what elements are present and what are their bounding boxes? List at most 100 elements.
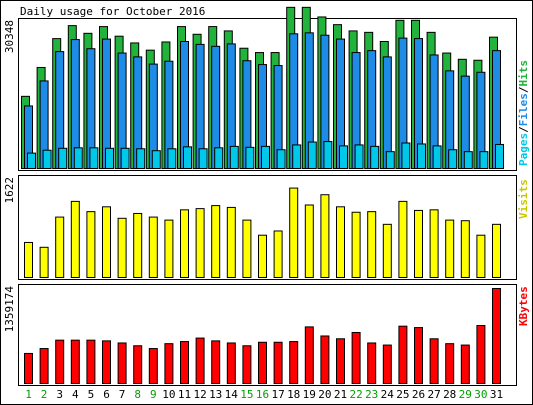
pages-bar	[401, 142, 411, 170]
kbytes-bar	[117, 342, 127, 384]
pages-bar	[245, 146, 255, 170]
pages-bar	[136, 148, 146, 169]
ymax-label: 1359174	[3, 286, 16, 333]
pages-bar	[370, 145, 380, 169]
pages-bar	[323, 141, 333, 169]
visits-bar	[336, 206, 345, 278]
kbytes-bar	[273, 341, 283, 384]
y-axis-label: Pages/Files/Hits	[517, 60, 530, 166]
day-tick-label: 15	[240, 388, 253, 401]
kbytes-bar	[289, 341, 299, 385]
day-tick-label: 25	[396, 388, 409, 401]
kbytes-bar	[148, 348, 158, 385]
pages-bar	[183, 146, 192, 169]
day-tick-label: 28	[443, 388, 456, 401]
day-tick-label: 3	[56, 388, 63, 401]
day-tick-label: 7	[119, 388, 126, 401]
visits-bar	[398, 200, 408, 278]
kbytes-bar	[226, 342, 236, 384]
kbytes-bar	[492, 288, 501, 384]
pages-bar	[385, 151, 395, 169]
visits-bar	[55, 216, 65, 278]
kbytes-bar	[70, 339, 80, 384]
visits-bar	[476, 234, 486, 278]
day-tick-label: 19	[303, 388, 316, 401]
y-axis-label-part: Pages	[517, 133, 530, 166]
kbytes-bar	[414, 327, 423, 384]
y-axis-label: KBytes	[517, 286, 530, 326]
pages-bar	[167, 148, 177, 169]
day-tick-label: 27	[427, 388, 440, 401]
ymax-label: 30348	[3, 20, 16, 53]
kbytes-bar	[382, 344, 392, 384]
day-tick-label: 5	[88, 388, 95, 401]
day-tick-label: 30	[474, 388, 487, 401]
kbytes-bar	[180, 341, 189, 385]
kbytes-bar	[445, 343, 455, 385]
pages-bar	[261, 145, 270, 169]
day-tick-label: 1	[25, 388, 32, 401]
pages-bar	[307, 141, 317, 170]
kbytes-bar	[476, 324, 486, 384]
pages-bar	[105, 147, 114, 170]
kbytes-bar	[242, 345, 252, 385]
day-tick-label: 29	[459, 388, 472, 401]
day-tick-label: 31	[490, 388, 503, 401]
visits-bar	[133, 212, 143, 278]
visits-bar	[242, 219, 252, 279]
visits-bar	[273, 230, 283, 278]
day-tick-label: 22	[349, 388, 362, 401]
kbytes-bar	[367, 342, 377, 384]
visits-bar	[164, 219, 174, 279]
kbytes-bar	[460, 344, 470, 384]
visits-bar	[304, 204, 314, 278]
visits-bar	[460, 220, 470, 278]
visits-bar	[414, 209, 423, 278]
pages-bar	[151, 150, 161, 169]
visits-bar	[226, 206, 236, 278]
pages-bar	[229, 145, 239, 169]
visits-bar	[117, 217, 127, 279]
visits-bar	[367, 211, 377, 278]
pages-bar	[354, 144, 364, 170]
visits-bar	[195, 208, 205, 278]
visits-bar	[148, 216, 158, 278]
day-tick-label: 21	[334, 388, 347, 401]
kbytes-bar	[133, 345, 143, 385]
pages-bar	[214, 147, 224, 169]
pages-bar	[89, 147, 99, 169]
day-tick-label: 8	[134, 388, 141, 401]
kbytes-bar	[39, 348, 49, 385]
day-tick-label: 4	[72, 388, 79, 401]
kbytes-bar	[195, 337, 205, 384]
kbytes-bar	[320, 335, 330, 384]
visits-bar	[211, 205, 221, 278]
visits-bar	[86, 211, 96, 278]
day-tick-label: 26	[412, 388, 425, 401]
chart-title: Daily usage for October 2016	[20, 5, 205, 18]
y-axis-label-part: Hits	[517, 60, 530, 87]
visits-bar	[429, 209, 439, 278]
kbytes-bar	[258, 341, 267, 384]
kbytes-bar	[55, 339, 65, 384]
day-tick-label: 11	[178, 388, 191, 401]
kbytes-bar	[211, 340, 221, 384]
visits-bar	[445, 219, 455, 279]
day-tick-label: 10	[162, 388, 175, 401]
kbytes-bar	[398, 325, 408, 385]
y-axis-label-part: /	[517, 86, 530, 93]
visits-bar	[258, 234, 267, 278]
day-tick-label: 20	[318, 388, 331, 401]
visits-bar	[382, 223, 392, 278]
pages-bar	[58, 147, 68, 170]
day-tick-label: 18	[287, 388, 300, 401]
y-axis-label-part: /	[517, 126, 530, 133]
day-tick-label: 9	[150, 388, 157, 401]
day-tick-label: 13	[209, 388, 222, 401]
kbytes-bar	[336, 338, 345, 384]
visits-bar	[492, 223, 501, 278]
y-axis-label-part: KBytes	[517, 286, 530, 326]
pages-bar	[73, 147, 83, 169]
ymax-label: 1622	[3, 177, 16, 204]
